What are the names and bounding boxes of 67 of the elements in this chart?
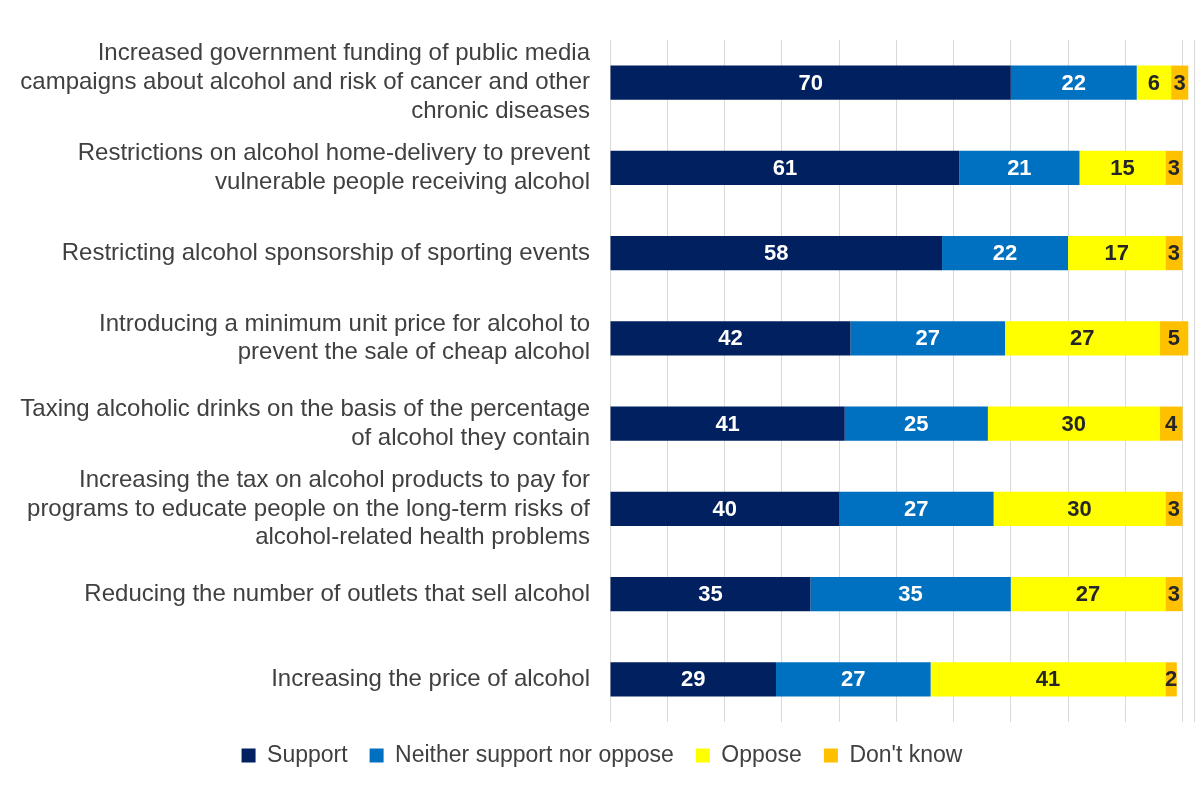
bar xyxy=(610,491,840,526)
y-tick-label: Restrictions on alcohol home-delivery to prevent vulnerable people receiving alcohol xyxy=(77,138,591,194)
data-label: 15 xyxy=(1110,154,1135,180)
data-label: 17 xyxy=(1104,240,1129,266)
y-tick-label: Increasing the tax on alcohol products to pay for programs to educate people on the long-term risks of alcohol-related health problems xyxy=(27,464,591,550)
data-label: 3 xyxy=(1167,495,1181,521)
data-label: 35 xyxy=(698,581,723,607)
data-label: 27 xyxy=(841,666,866,692)
bar xyxy=(839,491,994,526)
data-label: 35 xyxy=(898,581,923,607)
legend-label: Support xyxy=(267,740,349,767)
bar xyxy=(987,406,1160,441)
bar xyxy=(610,577,811,612)
data-label: 29 xyxy=(681,666,706,692)
data-label: 3 xyxy=(1167,240,1181,266)
data-label: 30 xyxy=(1061,410,1087,436)
bar xyxy=(610,236,943,271)
bar xyxy=(844,406,988,441)
legend-label: Don't know xyxy=(849,740,963,767)
data-label: 22 xyxy=(1061,69,1087,95)
data-label: 58 xyxy=(764,240,789,266)
legend-label: Neither support nor oppose xyxy=(395,740,674,767)
data-label: 27 xyxy=(1075,581,1101,607)
bar xyxy=(610,406,845,441)
y-tick-label: Reducing the number of outlets that sell alcohol xyxy=(84,578,590,606)
bar xyxy=(610,65,1011,100)
bar xyxy=(776,662,931,697)
bar xyxy=(1005,321,1160,356)
data-label: 61 xyxy=(772,154,798,180)
data-label: 70 xyxy=(798,69,823,95)
bar xyxy=(1010,577,1166,612)
data-label: 41 xyxy=(1035,666,1061,692)
data-label: 42 xyxy=(718,325,743,351)
bar xyxy=(610,150,960,185)
data-label: 4 xyxy=(1164,410,1178,436)
data-label: 25 xyxy=(904,410,929,436)
data-label: 27 xyxy=(1070,325,1095,351)
data-label: 5 xyxy=(1167,325,1181,351)
bar xyxy=(610,321,851,356)
bar xyxy=(930,662,1166,697)
bar xyxy=(993,491,1166,526)
data-label: 30 xyxy=(1067,495,1092,521)
y-tick-label: Introducing a minimum unit price for alcohol to prevent the sale of cheap alcohol xyxy=(99,308,590,365)
data-label: 2 xyxy=(1164,666,1178,692)
data-label: 3 xyxy=(1173,69,1186,95)
y-tick-label: Restricting alcohol sponsorship of sporting events xyxy=(61,237,590,265)
legend-label: Oppose xyxy=(721,740,802,767)
data-label: 41 xyxy=(715,410,740,436)
bar xyxy=(1068,236,1166,271)
data-label: 27 xyxy=(915,325,941,351)
y-tick-label: Taxing alcoholic drinks on the basis of the percentage of alcohol they contain xyxy=(20,393,590,450)
data-label: 22 xyxy=(992,240,1018,266)
data-label: 3 xyxy=(1167,154,1181,180)
y-tick-label: Increasing the price of alcohol xyxy=(271,664,590,691)
data-label: 6 xyxy=(1147,69,1161,95)
bar xyxy=(610,662,777,697)
bar xyxy=(1010,65,1137,100)
y-tick-label: Increased government funding of public media campaigns about alcohol and risk of cancer and other chronic diseases xyxy=(20,38,591,124)
bar xyxy=(850,321,1006,356)
data-label: 3 xyxy=(1167,581,1181,607)
data-label: 40 xyxy=(712,495,737,521)
bar xyxy=(942,236,1069,271)
bar xyxy=(810,577,1011,612)
data-label: 27 xyxy=(904,495,929,521)
bar xyxy=(959,150,1080,185)
bar xyxy=(1079,150,1166,185)
data-label: 21 xyxy=(1007,154,1032,180)
